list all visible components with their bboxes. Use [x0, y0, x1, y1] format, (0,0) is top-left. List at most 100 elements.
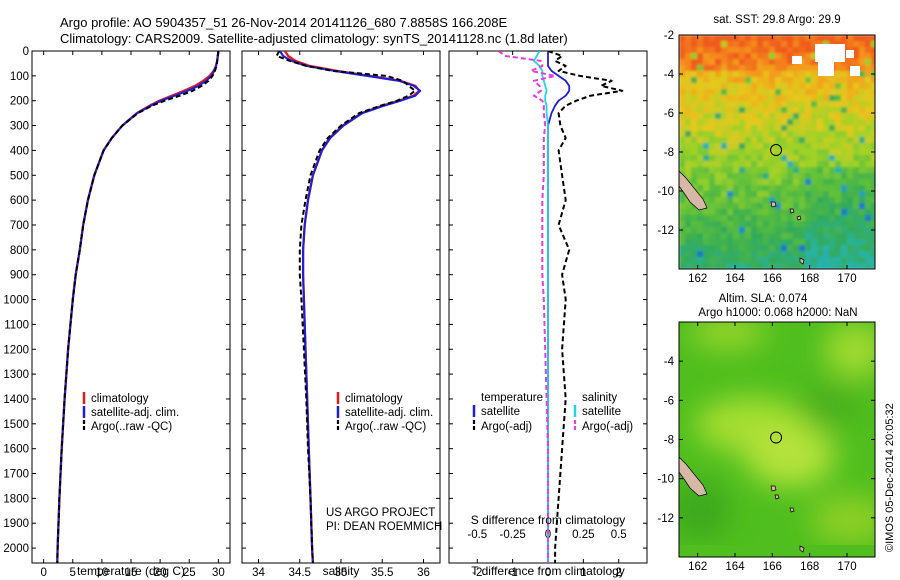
sst-cell [745, 125, 752, 132]
sst-cell [745, 131, 752, 138]
sst-cell [853, 263, 860, 269]
sst-cell [763, 59, 770, 66]
sst-cell [745, 35, 752, 42]
sst-cell [709, 59, 716, 66]
sst-cell [757, 263, 764, 269]
sst-cell [751, 239, 758, 246]
sst-cell [769, 209, 776, 216]
sst-cell [751, 191, 758, 198]
sst-cell [811, 173, 818, 180]
sst-cell [715, 149, 722, 156]
sst-cell [823, 101, 830, 108]
sst-cell [823, 113, 830, 120]
sst-cell [835, 125, 842, 132]
sst-cell [871, 221, 875, 228]
sst-cell [763, 203, 770, 210]
sst-cell [823, 179, 830, 186]
sst-cell [727, 125, 734, 132]
sst-cell [679, 59, 686, 66]
sst-cell [685, 161, 692, 168]
sst-cell [739, 263, 746, 269]
sst-cell [745, 89, 752, 96]
sst-cell [745, 137, 752, 144]
sst-cell [757, 215, 764, 222]
sst-cell [709, 185, 716, 192]
sst-cell [859, 209, 866, 216]
sst-cell [781, 185, 788, 192]
sst-cell [679, 83, 686, 90]
sst-cell [871, 263, 875, 269]
sst-cell [745, 191, 752, 198]
sst-cell [739, 119, 746, 126]
sst-cell [859, 239, 866, 246]
sst-cell [817, 161, 824, 168]
sst-cell [829, 215, 836, 222]
sst-cell [757, 41, 764, 48]
sst-cell [829, 167, 836, 174]
legend-label-sal-argo: Argo(-adj) [582, 421, 633, 433]
sst-cell [847, 101, 854, 108]
sst-cell [739, 131, 746, 138]
sst-cell [799, 143, 806, 150]
sst-cell [709, 77, 716, 84]
sst-cell [775, 215, 782, 222]
sst-cell [847, 83, 854, 90]
header-subtitle: Climatology: CARS2009. Satellite-adjuste… [60, 31, 568, 46]
sst-cell [751, 47, 758, 54]
sst-cell [781, 47, 788, 54]
sst-cell [715, 185, 722, 192]
sst-cell [823, 143, 830, 150]
sst-cell [847, 245, 854, 252]
sst-cell [721, 155, 728, 162]
sst-cell [757, 59, 764, 66]
sst-cell [697, 191, 704, 198]
sst-cell [721, 251, 728, 258]
sst-cell [721, 173, 728, 180]
sst-cell [763, 53, 770, 60]
sst-cell [727, 263, 734, 269]
sst-cell [745, 257, 752, 264]
sst-cell [715, 89, 722, 96]
sst-cell [769, 173, 776, 180]
sst-cell [697, 125, 704, 132]
sst-cell [679, 35, 686, 42]
sst-cell [835, 221, 842, 228]
sst-cell [763, 197, 770, 204]
sst-cell [799, 179, 806, 186]
sst-cell [835, 35, 842, 42]
sst-cell [709, 83, 716, 90]
sst-cell [751, 221, 758, 228]
sst-cell [685, 47, 692, 54]
sst-cell [721, 131, 728, 138]
sst-cell [775, 239, 782, 246]
sst-cell [853, 119, 860, 126]
sst-cell [763, 245, 770, 252]
sst-cell [805, 125, 812, 132]
sst-cell [841, 185, 848, 192]
sst-cell [727, 245, 734, 252]
sst-cell [733, 59, 740, 66]
sst-cell [751, 125, 758, 132]
sst-cell [829, 101, 836, 108]
sst-cell [685, 95, 692, 102]
sst-cell [871, 143, 875, 150]
sst-cell [697, 173, 704, 180]
sst-cell [871, 53, 875, 60]
sst-cell [703, 137, 710, 144]
sla-map-axes: 162 164 166 168 170 -4 -6 -8 -10 -12 [657, 322, 875, 573]
sst-cell [817, 101, 824, 108]
sst-cell [847, 137, 854, 144]
sst-cell [679, 131, 686, 138]
sst-cell [709, 173, 716, 180]
sst-cell [793, 257, 800, 264]
sst-cell [763, 95, 770, 102]
sst-cell [811, 143, 818, 150]
legend-label-climatology: climatology [345, 393, 403, 405]
sst-cell [823, 251, 830, 258]
sst-cell [811, 167, 818, 174]
sst-cell [811, 107, 818, 114]
sst-cell [811, 233, 818, 240]
sst-cell [865, 245, 872, 252]
sst-cell [823, 239, 830, 246]
sst-cell [757, 143, 764, 150]
